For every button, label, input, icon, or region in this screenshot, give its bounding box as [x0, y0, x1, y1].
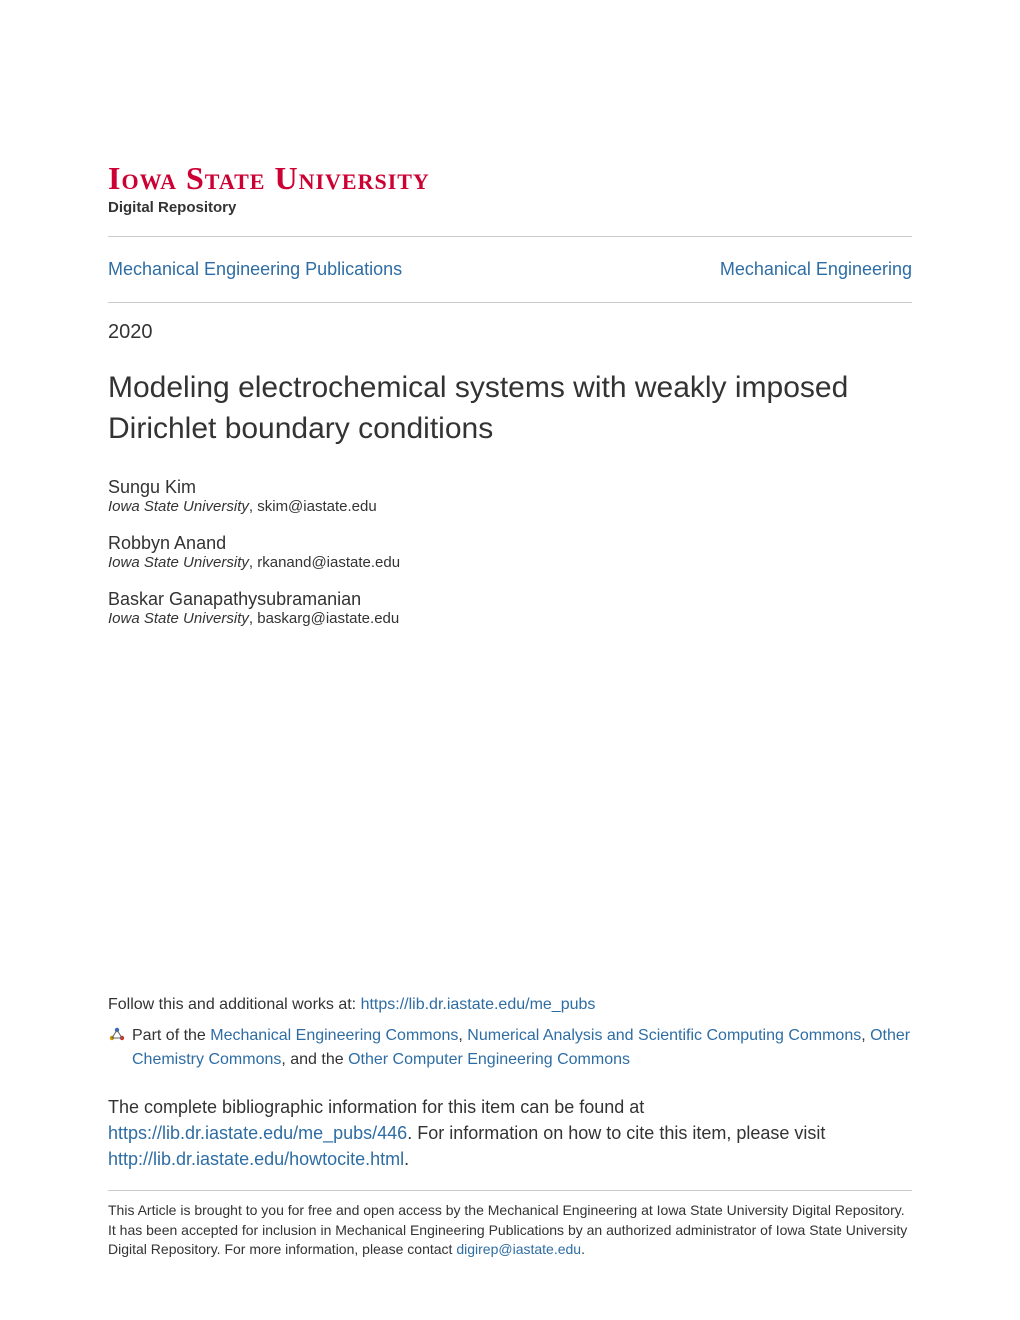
divider-footer	[108, 1190, 912, 1191]
footer-section: Follow this and additional works at: htt…	[108, 996, 912, 1260]
author-block: Sungu Kim Iowa State University, skim@ia…	[108, 477, 912, 515]
author-email: rkanand@iastate.edu	[257, 554, 400, 571]
howtocite-link[interactable]: http://lib.dr.iastate.edu/howtocite.html	[108, 1149, 404, 1169]
commons-link[interactable]: Numerical Analysis and Scientific Comput…	[467, 1027, 861, 1044]
publication-year: 2020	[108, 321, 912, 344]
logo-sub: Digital Repository	[108, 199, 912, 216]
commons-line: Part of the Mechanical Engineering Commo…	[108, 1024, 912, 1072]
follow-line: Follow this and additional works at: htt…	[108, 996, 912, 1014]
follow-prefix: Follow this and additional works at:	[108, 996, 361, 1013]
biblio-link[interactable]: https://lib.dr.iastate.edu/me_pubs/446	[108, 1123, 407, 1143]
divider-top	[108, 236, 912, 237]
biblio-text: The complete bibliographic information f…	[108, 1097, 644, 1117]
author-block: Robbyn Anand Iowa State University, rkan…	[108, 533, 912, 571]
commons-link[interactable]: Other Computer Engineering Commons	[348, 1051, 630, 1068]
logo-main: Iowa State University	[108, 160, 912, 197]
biblio-paragraph: The complete bibliographic information f…	[108, 1094, 912, 1172]
commons-joiner: ,	[861, 1027, 870, 1044]
author-affiliation: Iowa State University, baskarg@iastate.e…	[108, 610, 912, 627]
commons-prefix: Part of the	[132, 1027, 210, 1044]
biblio-text: .	[404, 1149, 409, 1169]
commons-joiner: ,	[458, 1027, 467, 1044]
author-separator: ,	[249, 554, 257, 571]
footer-text: This Article is brought to you for free …	[108, 1201, 912, 1260]
author-name: Robbyn Anand	[108, 533, 912, 554]
author-separator: ,	[249, 498, 257, 515]
nav-publications-link[interactable]: Mechanical Engineering Publications	[108, 259, 402, 280]
author-affiliation: Iowa State University, rkanand@iastate.e…	[108, 554, 912, 571]
author-institution: Iowa State University	[108, 498, 249, 515]
author-separator: ,	[249, 610, 257, 627]
logo: Iowa State University Digital Repository	[108, 160, 912, 216]
author-block: Baskar Ganapathysubramanian Iowa State U…	[108, 589, 912, 627]
commons-link[interactable]: Mechanical Engineering Commons	[210, 1027, 458, 1044]
breadcrumb-nav: Mechanical Engineering Publications Mech…	[108, 251, 912, 288]
page-title: Modeling electrochemical systems with we…	[108, 368, 912, 449]
contact-email-link[interactable]: digirep@iastate.edu	[456, 1241, 581, 1257]
footer-suffix: .	[581, 1241, 585, 1257]
network-icon	[108, 1026, 126, 1044]
follow-link[interactable]: https://lib.dr.iastate.edu/me_pubs	[361, 996, 596, 1013]
author-name: Sungu Kim	[108, 477, 912, 498]
author-institution: Iowa State University	[108, 610, 249, 627]
commons-text: Part of the Mechanical Engineering Commo…	[132, 1024, 912, 1072]
author-institution: Iowa State University	[108, 554, 249, 571]
nav-department-link[interactable]: Mechanical Engineering	[720, 259, 912, 280]
commons-joiner: , and the	[281, 1051, 348, 1068]
biblio-text: . For information on how to cite this it…	[407, 1123, 825, 1143]
author-email: skim@iastate.edu	[257, 498, 376, 515]
author-name: Baskar Ganapathysubramanian	[108, 589, 912, 610]
divider-nav	[108, 302, 912, 303]
author-affiliation: Iowa State University, skim@iastate.edu	[108, 498, 912, 515]
author-email: baskarg@iastate.edu	[257, 610, 399, 627]
